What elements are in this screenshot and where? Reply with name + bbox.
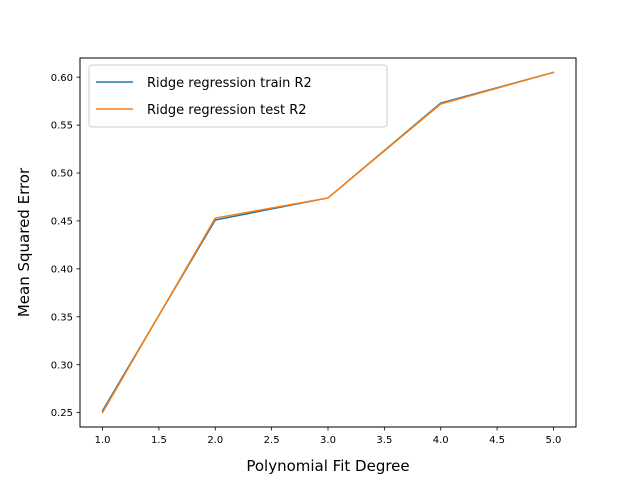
y-tick-label: 0.40 [51,264,73,275]
x-tick-label: 3.0 [320,435,336,446]
legend-label: Ridge regression train R2 [147,76,312,91]
legend-label: Ridge regression test R2 [147,103,307,118]
y-tick-label: 0.25 [51,408,73,419]
y-tick-label: 0.30 [51,360,73,371]
y-axis-ticks: 0.25 0.30 0.35 0.40 0.45 0.50 0.55 0.60 [51,73,80,419]
y-tick-label: 0.60 [51,73,73,84]
y-tick-label: 0.35 [51,312,73,323]
x-tick-label: 2.0 [207,435,223,446]
legend-box [88,64,388,128]
x-tick-label: 5.0 [546,435,562,446]
x-tick-label: 3.5 [376,435,392,446]
series-line-test [101,71,555,414]
y-axis-label: Mean Squared Error [15,167,33,317]
x-tick-label: 4.5 [489,435,505,446]
plot-lines [101,71,555,414]
x-axis-ticks: 1.0 1.5 2.0 2.5 3.0 3.5 4.0 4.5 5.0 [95,427,562,446]
x-tick-label: 4.0 [433,435,449,446]
x-axis-label: Polynomial Fit Degree [246,457,409,475]
x-tick-label: 2.5 [264,435,280,446]
legend: Ridge regression train R2 Ridge regressio… [88,64,388,128]
x-tick-label: 1.0 [95,435,111,446]
x-tick-label: 1.5 [151,435,167,446]
y-tick-label: 0.45 [51,217,73,228]
y-tick-label: 0.55 [51,121,73,132]
y-tick-label: 0.50 [51,169,73,180]
